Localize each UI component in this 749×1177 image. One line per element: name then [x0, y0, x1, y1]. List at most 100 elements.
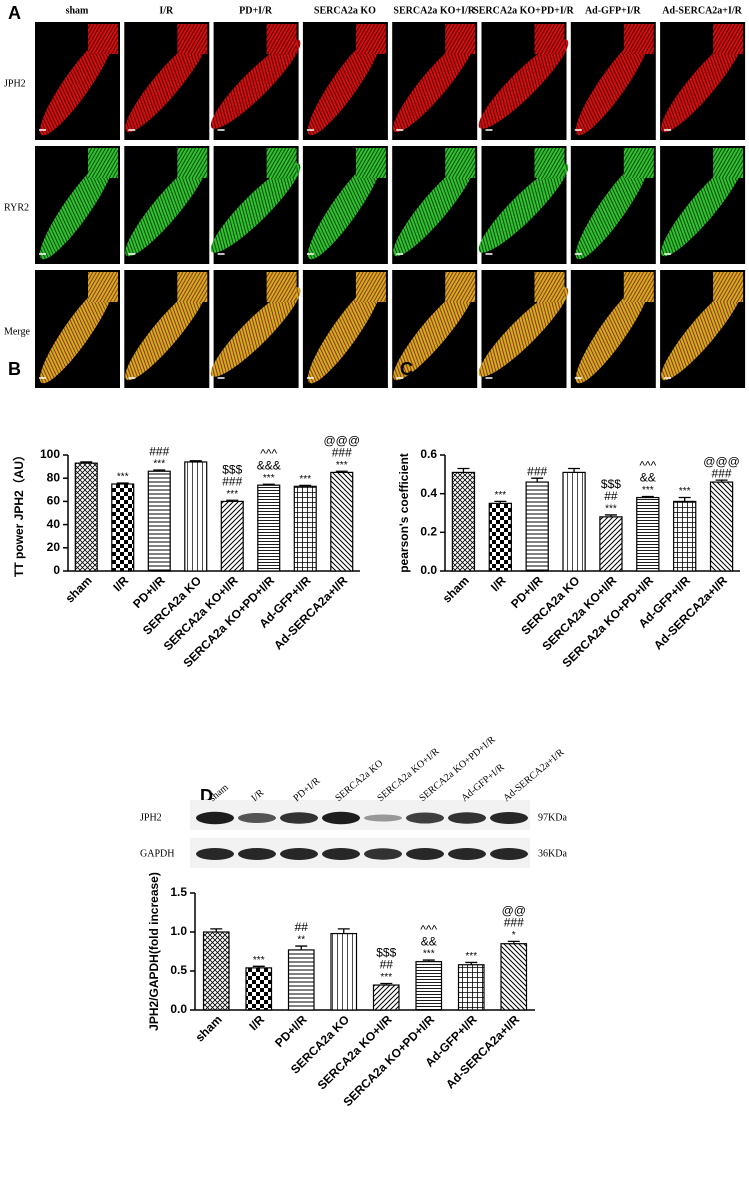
error-bar: [189, 460, 202, 462]
inset: [177, 24, 208, 54]
cell: [125, 283, 208, 381]
band: [448, 812, 486, 824]
band: [238, 813, 276, 823]
y-axis-label: pearson's coefficient: [397, 453, 411, 573]
y-tick-label: 40: [47, 517, 61, 531]
error-bar: [262, 483, 275, 486]
error-bar: [337, 928, 350, 934]
inset: [445, 148, 476, 178]
cell: [210, 163, 301, 253]
row-label: Merge: [4, 326, 30, 337]
significance: &&&: [257, 458, 281, 472]
significance: @@: [502, 904, 526, 918]
bar: [562, 471, 586, 572]
significance: ***: [253, 955, 265, 966]
inset: [88, 24, 118, 54]
significance: &&: [640, 471, 656, 485]
error-bar: [210, 928, 223, 932]
bar: [202, 931, 230, 1011]
inset: [623, 148, 654, 178]
error-bar: [252, 965, 265, 968]
y-tick-label: 0.2: [420, 525, 437, 539]
error-bar: [457, 467, 470, 473]
error-bar: [641, 495, 654, 498]
band: [406, 812, 444, 824]
error-bar: [494, 500, 507, 504]
error-bar: [299, 484, 312, 487]
inset: [177, 148, 208, 178]
inset: [88, 148, 118, 178]
inset: [623, 272, 654, 302]
significance: ***: [380, 972, 392, 983]
column-label: SERCA2a KO: [314, 5, 376, 16]
y-tick-label: 100: [40, 447, 60, 461]
y-tick-label: 60: [47, 494, 61, 508]
significance: $$$: [601, 477, 621, 491]
significance: ***: [642, 485, 654, 496]
cell: [210, 287, 301, 377]
inset: [445, 24, 476, 54]
inset: [177, 272, 208, 302]
inset: [713, 148, 744, 178]
inset: [713, 272, 744, 302]
significance: ##: [604, 489, 618, 503]
error-bar: [380, 982, 393, 986]
error-bar: [422, 959, 435, 962]
blot-row-label: GAPDH: [140, 848, 174, 859]
significance: ^^^: [639, 459, 656, 473]
y-tick-label: 1.5: [170, 885, 187, 899]
band: [280, 848, 318, 860]
significance: ###: [527, 464, 547, 478]
band: [490, 848, 528, 860]
x-tick-label: PD+I/R: [272, 1012, 310, 1050]
y-tick-label: 80: [47, 470, 61, 484]
significance: ###: [332, 445, 352, 459]
cell: [307, 280, 383, 384]
inset: [266, 148, 297, 178]
x-tick-label: I/R: [488, 573, 509, 594]
significance: @@@: [703, 454, 740, 468]
bar: [257, 484, 281, 572]
significance: $$$: [376, 946, 396, 960]
cell: [39, 32, 115, 136]
significance: ***: [153, 459, 165, 470]
bar: [457, 964, 485, 1011]
significance: ^^^: [260, 446, 277, 460]
inset: [534, 148, 565, 178]
cell: [661, 283, 744, 381]
band: [364, 814, 402, 822]
significance: @@@: [323, 433, 360, 447]
cell: [393, 35, 476, 133]
panel-label: A: [8, 3, 21, 23]
bar: [330, 932, 358, 1011]
y-tick-label: 0.0: [170, 1002, 187, 1016]
significance: ##: [295, 920, 309, 934]
blot-size: 97KDa: [538, 812, 567, 823]
panel-label: C: [400, 359, 413, 379]
band: [322, 811, 360, 825]
bar: [245, 967, 273, 1011]
significance: ***: [336, 460, 348, 471]
significance: ##: [380, 958, 394, 972]
significance: ###: [149, 444, 169, 458]
y-tick-label: 0.5: [170, 963, 187, 977]
bar: [673, 500, 697, 572]
significance: ***: [494, 490, 506, 501]
bar: [451, 471, 476, 572]
lane-label: Ad-SERCA2a+I/R: [501, 747, 566, 804]
y-axis-label: TT power JPH2（AU）: [11, 449, 26, 577]
bar: [372, 984, 400, 1011]
column-label: Ad-SERCA2a+I/R: [662, 5, 742, 16]
bar: [636, 496, 660, 572]
significance: ***: [117, 472, 129, 483]
y-tick-label: 0.4: [420, 486, 437, 500]
significance: *: [512, 930, 516, 941]
column-label: SERCA2a KO+I/R: [393, 5, 475, 16]
significance: **: [297, 935, 305, 946]
significance: ***: [299, 474, 311, 485]
x-tick-label: I/R: [246, 1012, 267, 1033]
error-bar: [116, 482, 129, 484]
significance: ***: [423, 949, 435, 960]
error-bar: [153, 469, 166, 472]
cell: [210, 39, 301, 129]
